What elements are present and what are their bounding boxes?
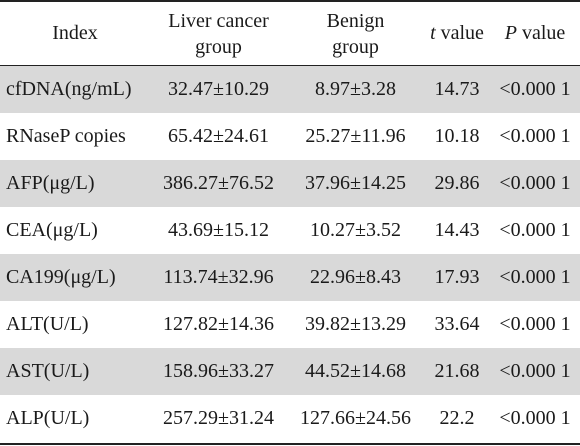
cell-liver: 257.29±31.24 (163, 407, 274, 429)
cell-liver: 32.47±10.29 (168, 78, 269, 100)
header-p-symbol: P (504, 22, 517, 44)
cell-p: <0.000 1 (499, 219, 571, 241)
cell-p: <0.000 1 (499, 313, 571, 335)
table-row: AFP(μg/L) 386.27±76.52 37.96±14.25 29.86… (0, 160, 580, 207)
bottom-rule (0, 443, 580, 445)
table-row: CEA(μg/L) 43.69±15.12 10.27±3.52 14.43 <… (0, 207, 580, 254)
cell-benign: 10.27±3.52 (310, 219, 401, 241)
cell-benign: 25.27±11.96 (305, 125, 406, 147)
cell-liver: 113.74±32.96 (163, 266, 274, 288)
header-benign-line2: group (332, 35, 379, 58)
cell-index: ALP(U/L) (6, 407, 90, 429)
cell-p: <0.000 1 (499, 407, 571, 429)
table-row: cfDNA(ng/mL) 32.47±10.29 8.97±3.28 14.73… (0, 66, 580, 113)
table-row: RNaseP copies 65.42±24.61 25.27±11.96 10… (0, 113, 580, 160)
cell-p: <0.000 1 (499, 125, 571, 147)
cell-p: <0.000 1 (499, 360, 571, 382)
cell-p: <0.000 1 (499, 266, 571, 288)
cell-index: CEA(μg/L) (6, 219, 98, 241)
table-body: cfDNA(ng/mL) 32.47±10.29 8.97±3.28 14.73… (0, 66, 580, 442)
header-index: Index (52, 22, 98, 44)
cell-index: cfDNA(ng/mL) (6, 78, 132, 100)
cell-benign: 44.52±14.68 (305, 360, 406, 382)
cell-t: 33.64 (434, 313, 480, 335)
cell-benign: 22.96±8.43 (310, 266, 401, 288)
table-row: ALT(U/L) 127.82±14.36 39.82±13.29 33.64 … (0, 301, 580, 348)
cell-benign: 127.66±24.56 (300, 407, 411, 429)
cell-p: <0.000 1 (499, 172, 571, 194)
cell-t: 29.86 (434, 172, 480, 194)
cell-benign: 8.97±3.28 (315, 78, 396, 100)
cell-t: 21.68 (434, 360, 480, 382)
cell-benign: 37.96±14.25 (305, 172, 406, 194)
header-t-symbol: t (430, 22, 436, 44)
cell-liver: 127.82±14.36 (163, 313, 274, 335)
cell-benign: 39.82±13.29 (305, 313, 406, 335)
header-p-word: value (516, 22, 566, 44)
header-benign-group: Benign group (287, 8, 424, 60)
header-liver-line2: group (195, 35, 242, 58)
cell-liver: 386.27±76.52 (163, 172, 274, 194)
cell-liver: 158.96±33.27 (163, 360, 274, 382)
header-t-value: t value (424, 22, 490, 45)
header-benign-line1: Benign (326, 9, 385, 32)
header-p-value: P value (490, 22, 580, 45)
cell-t: 14.43 (434, 219, 480, 241)
cell-t: 17.93 (434, 266, 480, 288)
cell-index: AST(U/L) (6, 360, 90, 382)
table-row: AST(U/L) 158.96±33.27 44.52±14.68 21.68 … (0, 348, 580, 395)
table-row: CA199(μg/L) 113.74±32.96 22.96±8.43 17.9… (0, 254, 580, 301)
cell-index: ALT(U/L) (6, 313, 89, 335)
cell-index: CA199(μg/L) (6, 266, 116, 288)
cell-p: <0.000 1 (499, 78, 571, 100)
cell-t: 10.18 (434, 125, 480, 147)
cell-t: 14.73 (434, 78, 480, 100)
cell-liver: 43.69±15.12 (168, 219, 269, 241)
cell-index: RNaseP copies (6, 125, 126, 147)
top-rule (0, 0, 580, 2)
header-rule (0, 65, 580, 66)
table-row: ALP(U/L) 257.29±31.24 127.66±24.56 22.2 … (0, 395, 580, 442)
cell-t: 22.2 (439, 407, 475, 429)
cell-index: AFP(μg/L) (6, 172, 95, 194)
header-liver-line1: Liver cancer (168, 9, 269, 32)
header-liver-cancer-group: Liver cancer group (150, 8, 287, 60)
table-header: Index Liver cancer group Benign group t … (0, 2, 580, 65)
cell-liver: 65.42±24.61 (168, 125, 269, 147)
header-t-word: value (435, 22, 484, 44)
